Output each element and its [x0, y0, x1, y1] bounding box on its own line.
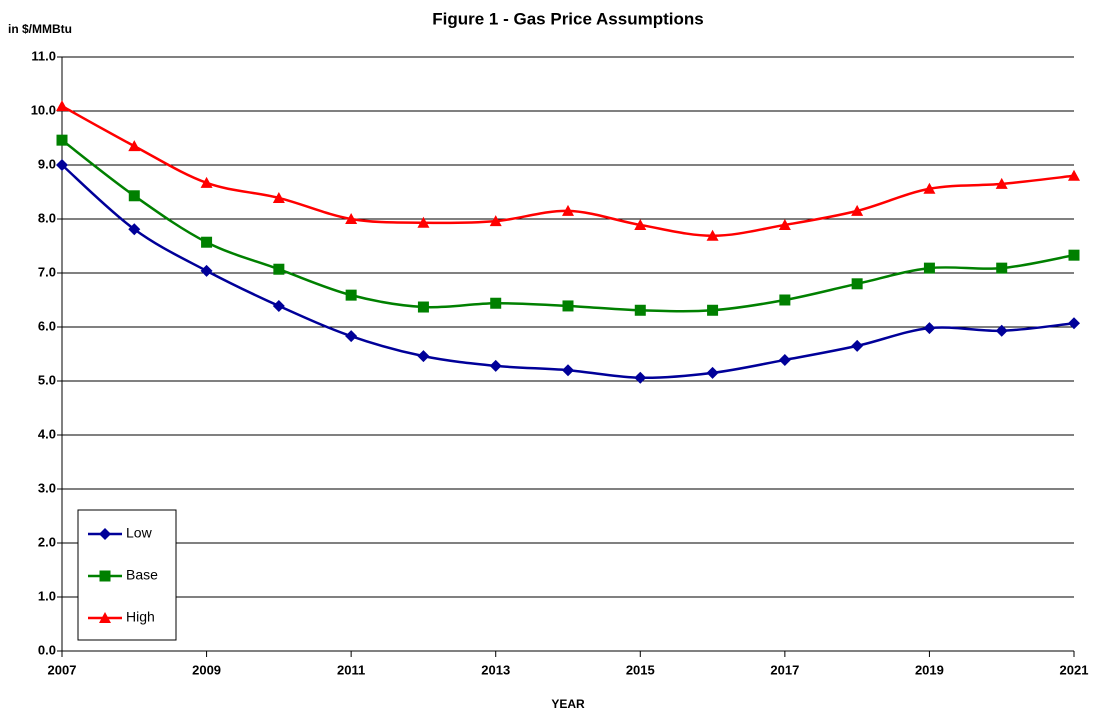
marker: [417, 216, 430, 228]
marker: [995, 177, 1008, 189]
marker: [1068, 317, 1080, 330]
marker: [345, 289, 357, 301]
marker: [923, 262, 935, 274]
marker: [1068, 249, 1080, 261]
marker: [417, 301, 429, 313]
marker: [128, 140, 141, 152]
legend-marker: [99, 612, 111, 623]
marker: [778, 353, 791, 366]
marker: [996, 262, 1008, 274]
marker: [562, 364, 574, 377]
marker: [562, 204, 574, 216]
marker: [778, 218, 791, 230]
x-axis-label: YEAR: [551, 697, 585, 711]
marker: [634, 371, 647, 384]
y-tick-label: 9.0: [38, 156, 56, 171]
x-tick-label: 2007: [48, 662, 77, 677]
marker: [779, 294, 791, 306]
y-tick-label: 11.0: [31, 48, 56, 63]
legend-marker: [99, 570, 111, 582]
marker: [562, 300, 574, 312]
y-tick-label: 8.0: [38, 210, 56, 225]
x-tick-label: 2013: [481, 662, 510, 677]
y-tick-label: 1.0: [38, 588, 56, 603]
y-axis-label: in $/MMBtu: [8, 22, 72, 36]
y-tick-label: 0.0: [38, 642, 56, 657]
marker: [200, 176, 213, 188]
marker: [489, 359, 502, 372]
marker: [851, 204, 864, 216]
legend-marker: [99, 528, 111, 540]
series-line: [61, 139, 1075, 313]
marker: [345, 330, 358, 343]
marker: [56, 159, 68, 171]
marker: [201, 236, 213, 248]
marker: [128, 223, 141, 236]
marker: [272, 191, 285, 203]
marker: [995, 324, 1008, 337]
y-tick-label: 2.0: [38, 534, 56, 549]
marker: [489, 215, 502, 227]
marker: [634, 218, 647, 230]
marker: [1068, 169, 1080, 181]
y-tick-label: 3.0: [38, 480, 56, 495]
y-tick-label: 7.0: [38, 264, 56, 279]
y-tick-label: 6.0: [38, 318, 56, 333]
marker: [56, 100, 68, 112]
marker: [634, 304, 646, 316]
x-tick-label: 2015: [626, 662, 655, 677]
y-tick-label: 4.0: [38, 426, 56, 441]
x-tick-label: 2017: [770, 662, 799, 677]
marker: [706, 229, 719, 241]
marker: [707, 304, 719, 316]
x-tick-label: 2009: [192, 662, 221, 677]
legend-label: High: [126, 609, 155, 625]
marker: [851, 278, 863, 290]
marker: [272, 299, 285, 312]
marker: [706, 366, 719, 379]
legend-label: Base: [126, 567, 158, 583]
chart-title: Figure 1 - Gas Price Assumptions: [432, 9, 703, 28]
marker: [345, 213, 358, 224]
marker: [417, 350, 430, 363]
marker: [56, 134, 68, 146]
marker: [128, 190, 140, 202]
marker: [200, 264, 213, 277]
x-tick-label: 2019: [915, 662, 944, 677]
marker: [851, 339, 864, 352]
y-tick-label: 5.0: [38, 372, 56, 387]
x-tick-label: 2021: [1060, 662, 1089, 677]
marker: [273, 263, 285, 275]
x-tick-label: 2011: [337, 662, 365, 677]
marker: [923, 182, 936, 194]
series-line: [61, 164, 1075, 380]
marker: [923, 322, 936, 335]
legend-label: Low: [126, 525, 153, 541]
y-tick-label: 10.0: [31, 102, 56, 117]
series-line: [61, 105, 1075, 237]
marker: [490, 297, 502, 309]
